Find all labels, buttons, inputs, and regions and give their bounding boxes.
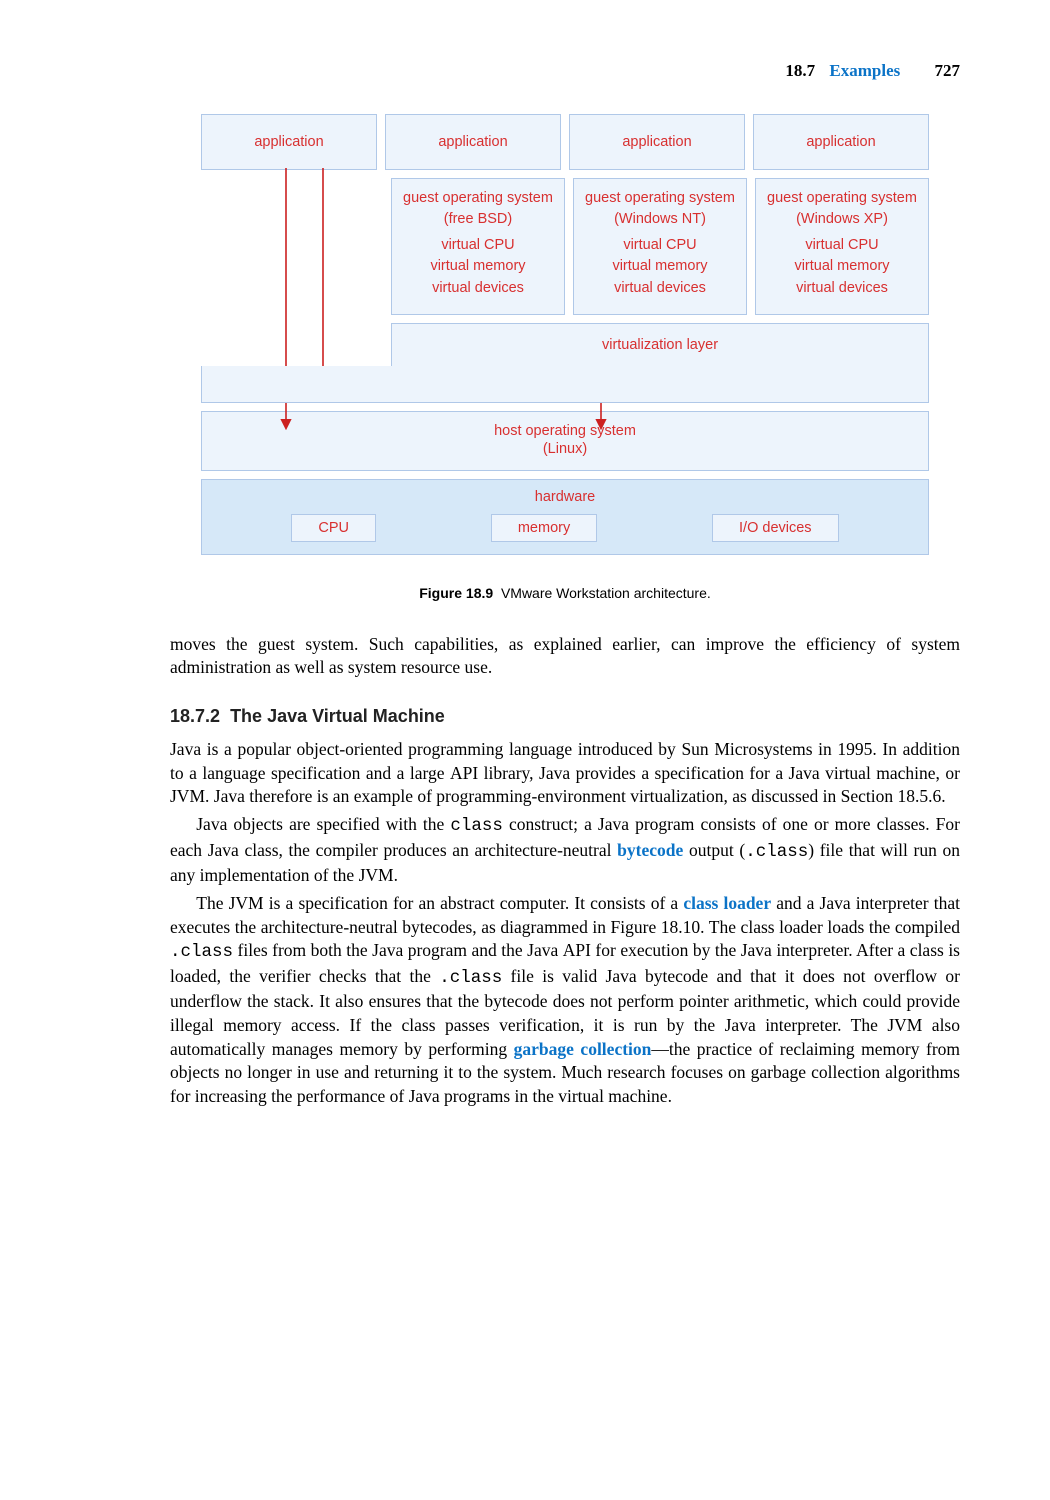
io-box: I/O devices xyxy=(712,514,839,542)
api-smallcaps: API xyxy=(563,940,591,960)
section-number: 18.7 xyxy=(785,61,815,80)
host-row: host operating system (Linux) xyxy=(201,411,929,471)
cpu-box: CPU xyxy=(291,514,376,542)
body-text: moves the guest system. Such capabilitie… xyxy=(170,633,960,1109)
jvm-smallcaps: JVM xyxy=(170,786,205,806)
spacer xyxy=(201,323,265,367)
arrow-band xyxy=(201,366,929,403)
virtual-cpu-label: virtual CPU xyxy=(396,236,560,254)
virtual-memory-label: virtual memory xyxy=(578,257,742,275)
guest-os-variant: (Windows XP) xyxy=(760,210,924,228)
subsection-heading: 18.7.2 The Java Virtual Machine xyxy=(170,704,960,728)
host-os-box: host operating system (Linux) xyxy=(201,411,929,471)
para-lead: moves the guest system. Such capabilitie… xyxy=(170,633,960,680)
term-class-loader: class loader xyxy=(683,893,771,913)
api-smallcaps: API xyxy=(450,763,478,783)
subhead-title: The Java Virtual Machine xyxy=(230,706,445,726)
virtual-memory-label: virtual memory xyxy=(396,257,560,275)
guest-row: guest operating system (free BSD) virtua… xyxy=(201,178,929,315)
virtual-devices-label: virtual devices xyxy=(760,279,924,297)
jvm-smallcaps: JVM xyxy=(359,865,394,885)
figure-18-9: application application application appl… xyxy=(200,113,930,603)
guest-os-label: guest operating system xyxy=(396,189,560,207)
hardware-box: hardware CPU memory I/O devices xyxy=(201,479,929,555)
code-class: class xyxy=(450,816,503,836)
hardware-row: hardware CPU memory I/O devices xyxy=(201,479,929,555)
spacer xyxy=(201,178,265,315)
guest-os-variant: (free BSD) xyxy=(396,210,560,228)
para-2: Java objects are specified with the clas… xyxy=(170,813,960,888)
virtual-devices-label: virtual devices xyxy=(396,279,560,297)
app-box-1: application xyxy=(385,114,561,170)
virtualization-layer: virtualization layer xyxy=(391,323,929,367)
app-box-3: application xyxy=(753,114,929,170)
caption-text: VMware Workstation architecture. xyxy=(501,585,711,601)
jvm-smallcaps: JVM xyxy=(229,893,264,913)
host-os-label: host operating system xyxy=(206,422,924,440)
hardware-label: hardware xyxy=(214,488,916,508)
virt-row: virtualization layer xyxy=(201,323,929,367)
term-garbage-collection: garbage collection xyxy=(514,1039,652,1059)
guest-os-label: guest operating system xyxy=(760,189,924,207)
code-dotclass: .class xyxy=(745,842,808,862)
memory-box: memory xyxy=(491,514,597,542)
vm-diagram: application application application appl… xyxy=(200,113,930,556)
spacer xyxy=(273,178,383,315)
page-number: 727 xyxy=(935,61,961,80)
guest-os-label: guest operating system xyxy=(578,189,742,207)
app-box-2: application xyxy=(569,114,745,170)
page-header: 18.7 Examples 727 xyxy=(170,60,960,83)
virtual-cpu-label: virtual CPU xyxy=(760,236,924,254)
app-row: application application application appl… xyxy=(201,114,929,170)
caption-label: Figure 18.9 xyxy=(419,585,493,601)
app-box-0: application xyxy=(201,114,377,170)
para-3: The JVM is a specification for an abstra… xyxy=(170,892,960,1109)
subhead-number: 18.7.2 xyxy=(170,706,220,726)
jvm-smallcaps: JVM xyxy=(887,1015,922,1035)
figure-caption: Figure 18.9 VMware Workstation architect… xyxy=(200,584,930,603)
spacer xyxy=(273,323,383,367)
virtual-devices-label: virtual devices xyxy=(578,279,742,297)
guest-box-0: guest operating system (free BSD) virtua… xyxy=(391,178,565,315)
para-1: Java is a popular object-oriented progra… xyxy=(170,738,960,809)
section-title: Examples xyxy=(829,61,900,80)
code-dotclass: .class xyxy=(439,968,502,988)
guest-box-2: guest operating system (Windows XP) virt… xyxy=(755,178,929,315)
host-os-variant: (Linux) xyxy=(206,440,924,458)
term-bytecode: bytecode xyxy=(617,840,683,860)
guest-box-1: guest operating system (Windows NT) virt… xyxy=(573,178,747,315)
code-dotclass: .class xyxy=(170,942,233,962)
guest-os-variant: (Windows NT) xyxy=(578,210,742,228)
hardware-inner: CPU memory I/O devices xyxy=(214,514,916,542)
virtual-memory-label: virtual memory xyxy=(760,257,924,275)
virtual-cpu-label: virtual CPU xyxy=(578,236,742,254)
